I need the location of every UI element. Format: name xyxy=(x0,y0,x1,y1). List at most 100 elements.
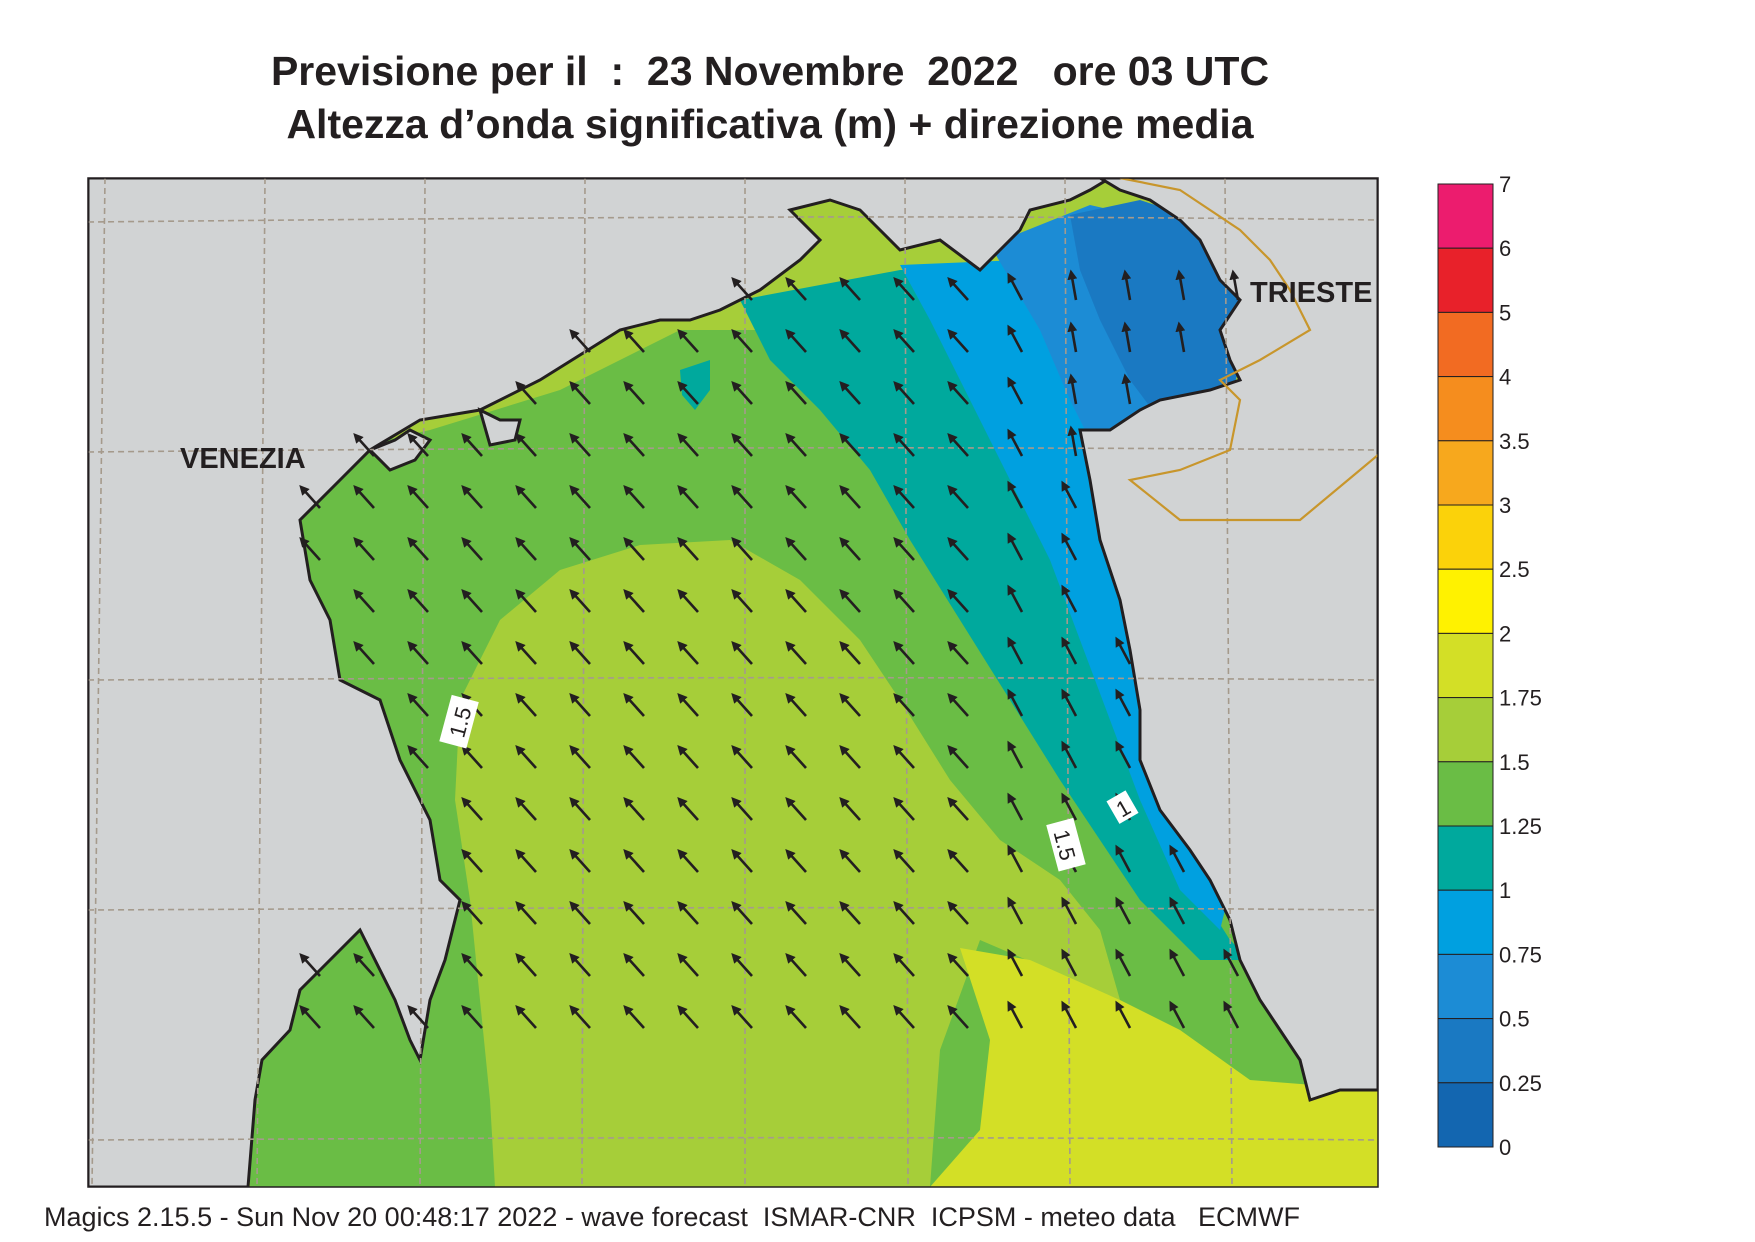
direction-arrow xyxy=(569,380,591,405)
direction-arrow xyxy=(461,588,483,613)
direction-arrow xyxy=(677,900,699,925)
direction-arrow xyxy=(947,640,969,665)
direction-arrow xyxy=(1067,321,1078,353)
direction-arrow xyxy=(461,952,483,977)
direction-arrow xyxy=(353,536,375,561)
direction-arrow xyxy=(1169,948,1186,977)
sea-area-1-1-25m xyxy=(740,270,1250,960)
direction-arrow xyxy=(1169,1000,1186,1029)
colorbar-swatch xyxy=(1437,1082,1494,1148)
direction-arrow xyxy=(893,588,915,613)
direction-arrow xyxy=(731,484,753,509)
direction-arrow xyxy=(569,900,591,925)
direction-arrow xyxy=(785,536,807,561)
direction-arrow xyxy=(1115,844,1132,873)
direction-arrow xyxy=(623,640,645,665)
colorbar-tick-label: 0.5 xyxy=(1499,1007,1530,1032)
direction-arrow xyxy=(407,588,429,613)
direction-arrow xyxy=(515,744,537,769)
direction-arrow xyxy=(785,588,807,613)
direction-arrow xyxy=(947,744,969,769)
direction-arrow xyxy=(677,1004,699,1029)
direction-arrow xyxy=(947,588,969,613)
direction-arrow xyxy=(785,848,807,873)
direction-arrow xyxy=(461,900,483,925)
direction-arrow xyxy=(731,328,753,353)
colorbar-swatch xyxy=(1437,889,1494,955)
direction-arrow xyxy=(1007,1000,1024,1029)
direction-arrow xyxy=(947,276,969,301)
direction-arrow xyxy=(947,900,969,925)
direction-arrow xyxy=(353,952,375,977)
direction-arrow xyxy=(947,848,969,873)
colorbar-swatch xyxy=(1437,1018,1494,1084)
direction-arrow xyxy=(1061,1000,1078,1029)
direction-arrow xyxy=(515,848,537,873)
direction-arrow xyxy=(947,1004,969,1029)
direction-arrow xyxy=(353,484,375,509)
direction-arrow xyxy=(569,588,591,613)
direction-arrow xyxy=(1115,688,1132,717)
direction-arrow xyxy=(839,796,861,821)
colorbar-tick-label: 0.75 xyxy=(1499,942,1542,967)
direction-arrow xyxy=(893,432,915,457)
colorbar: 7 6 5 4 3.5 3 2.5 2 1.75 1.5 1.25 1 0.75 0.5 0.25 0 xyxy=(1437,172,1542,1160)
direction-arrow xyxy=(569,328,591,353)
direction-arrow xyxy=(677,796,699,821)
direction-arrow xyxy=(839,692,861,717)
direction-arrow xyxy=(893,848,915,873)
direction-arrow xyxy=(893,692,915,717)
direction-arrow xyxy=(731,1004,753,1029)
colorbar-swatch xyxy=(1437,953,1494,1020)
sea-area-1-75-2m xyxy=(930,948,1378,1187)
direction-arrow xyxy=(299,484,321,509)
direction-arrow xyxy=(623,692,645,717)
sea-area-north-lagoon-teal xyxy=(680,360,710,410)
direction-arrow xyxy=(893,952,915,977)
direction-arrow xyxy=(677,432,699,457)
direction-arrow xyxy=(731,640,753,665)
direction-arrow xyxy=(353,1004,375,1029)
land-east xyxy=(1078,178,1378,1102)
direction-arrow xyxy=(407,536,429,561)
direction-arrow xyxy=(677,328,699,353)
direction-arrow xyxy=(407,432,429,457)
direction-arrow xyxy=(569,744,591,769)
direction-arrow xyxy=(1007,636,1024,665)
direction-arrow xyxy=(893,380,915,405)
direction-arrow xyxy=(461,640,483,665)
direction-arrow xyxy=(353,432,375,457)
direction-arrow xyxy=(785,328,807,353)
direction-arrow xyxy=(461,536,483,561)
colorbar-swatch xyxy=(1437,632,1494,699)
direction-arrow xyxy=(947,952,969,977)
direction-arrow xyxy=(515,900,537,925)
colorbar-swatch xyxy=(1437,761,1494,827)
direction-arrow xyxy=(515,692,537,717)
direction-arrow xyxy=(947,432,969,457)
colorbar-tick-label: 1.75 xyxy=(1499,686,1542,711)
direction-arrow xyxy=(1007,324,1024,353)
direction-arrow xyxy=(1067,269,1078,301)
direction-arrow xyxy=(461,744,483,769)
direction-arrow xyxy=(407,744,429,769)
direction-arrow xyxy=(1115,948,1132,977)
direction-arrow xyxy=(731,744,753,769)
direction-arrow xyxy=(623,328,645,353)
direction-arrow xyxy=(677,848,699,873)
colorbar-tick-label: 1.25 xyxy=(1499,814,1542,839)
direction-arrow xyxy=(785,1004,807,1029)
direction-arrow xyxy=(623,432,645,457)
direction-arrow xyxy=(515,640,537,665)
direction-arrow xyxy=(299,1004,321,1029)
direction-arrow xyxy=(461,432,483,457)
map-frame xyxy=(87,177,1379,1188)
direction-arrow xyxy=(461,484,483,509)
direction-arrow xyxy=(353,640,375,665)
city-label-venezia: VENEZIA xyxy=(180,443,306,475)
direction-arrow xyxy=(893,744,915,769)
direction-arrow xyxy=(461,1004,483,1029)
colorbar-tick-label: 2.5 xyxy=(1499,557,1530,582)
direction-arrow xyxy=(569,536,591,561)
